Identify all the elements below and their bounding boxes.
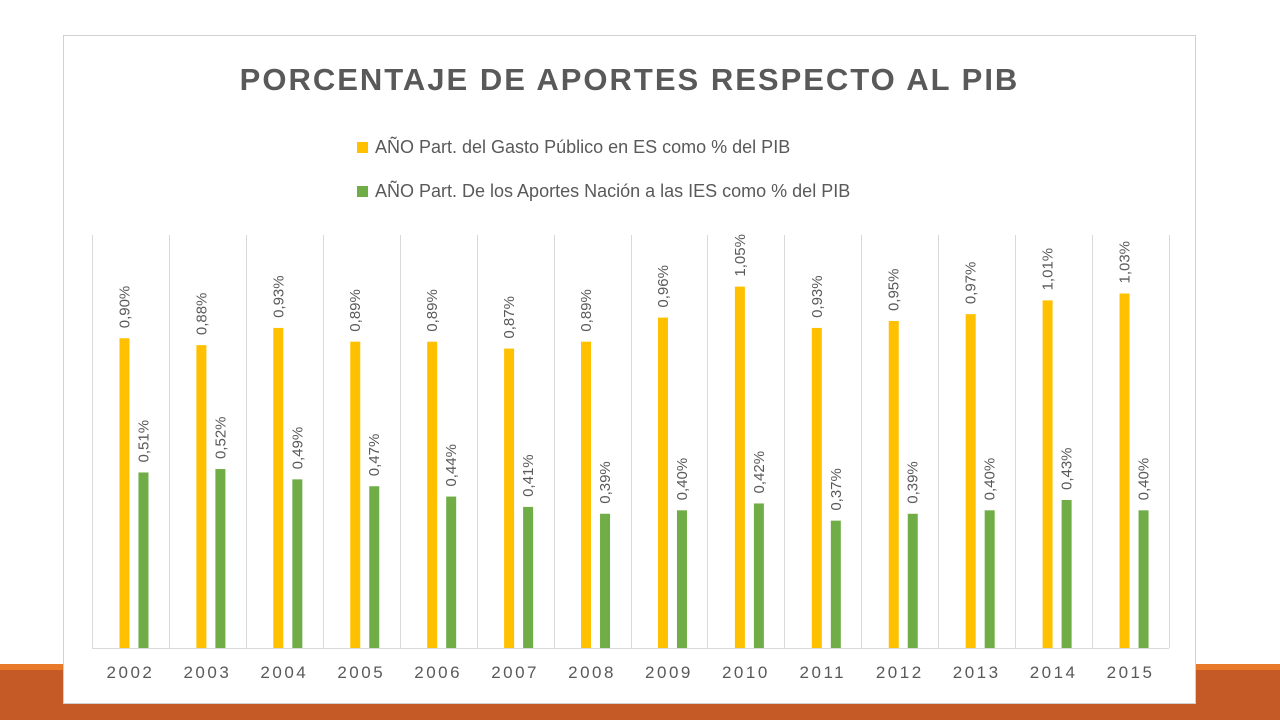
bar-chart: 0,90% 0,51% 2002 0,88% 0,52% 2003 0,93% 0,49% 20… — [92, 234, 1170, 682]
x-tick-label: 2005 — [337, 663, 385, 682]
chart-title: PORCENTAJE DE APORTES RESPECTO AL PIB — [239, 62, 1020, 97]
x-tick-label: 2004 — [260, 663, 308, 682]
x-tick-label: 2015 — [1107, 663, 1155, 682]
data-label-series-2: 0,40% — [1136, 458, 1153, 501]
legend-item-series-2: AÑO Part. De los Aportes Nación a las IE… — [357, 176, 850, 206]
x-tick-label: 2013 — [953, 663, 1001, 682]
bar-series-1 — [427, 341, 438, 648]
bar-series-1 — [119, 338, 130, 648]
bar-series-2 — [369, 486, 380, 648]
x-tick-label: 2009 — [645, 663, 693, 682]
data-label-series-1: 0,90% — [116, 286, 133, 329]
data-label-series-1: 0,88% — [193, 293, 210, 336]
bar-series-2 — [138, 472, 149, 648]
data-label-series-2: 0,39% — [905, 461, 922, 504]
bar-series-1 — [1042, 300, 1053, 648]
bar-series-2 — [984, 510, 995, 648]
bar-series-2 — [676, 510, 687, 648]
data-label-series-1: 1,01% — [1040, 248, 1057, 291]
x-tick-label: 2010 — [722, 663, 770, 682]
bar-series-2 — [523, 506, 534, 648]
data-label-series-1: 0,93% — [270, 275, 287, 318]
data-label-series-2: 0,40% — [674, 458, 691, 501]
legend-label-series-1: AÑO Part. del Gasto Público en ES como %… — [375, 136, 791, 157]
data-label-series-2: 0,37% — [828, 468, 845, 511]
bar-series-2 — [1061, 500, 1072, 648]
data-label-series-2: 0,41% — [520, 454, 537, 497]
data-label-series-1: 1,03% — [1117, 241, 1134, 284]
bar-series-2 — [600, 513, 611, 648]
x-tick-label: 2011 — [800, 663, 847, 682]
data-label-series-2: 0,47% — [366, 434, 383, 477]
data-label-series-1: 0,95% — [886, 268, 903, 311]
data-label-series-1: 0,97% — [963, 262, 980, 305]
x-tick-label: 2003 — [183, 663, 231, 682]
data-label-series-1: 0,89% — [424, 289, 441, 332]
x-tick-label: 2002 — [107, 663, 155, 682]
data-label-series-1: 0,87% — [501, 296, 518, 339]
bar-series-1 — [504, 348, 515, 648]
legend-label-series-2: AÑO Part. De los Aportes Nación a las IE… — [375, 180, 851, 201]
data-label-series-2: 0,40% — [982, 458, 999, 501]
data-label-series-2: 0,43% — [1059, 447, 1076, 490]
bar-series-1 — [350, 341, 361, 648]
bar-series-1 — [965, 314, 976, 648]
data-label-series-2: 0,52% — [212, 416, 229, 459]
chart-area: PORCENTAJE DE APORTES RESPECTO AL PIB AÑ… — [63, 35, 1196, 704]
chart-legend: AÑO Part. del Gasto Público en ES como %… — [357, 132, 850, 220]
bar-series-2 — [907, 513, 918, 648]
legend-item-series-1: AÑO Part. del Gasto Público en ES como %… — [357, 132, 850, 162]
x-tick-label: 2007 — [491, 663, 539, 682]
bar-series-1 — [734, 286, 745, 648]
data-label-series-2: 0,42% — [751, 451, 768, 494]
bar-series-1 — [581, 341, 592, 648]
bar-series-2 — [753, 503, 764, 648]
data-label-series-2: 0,39% — [597, 461, 614, 504]
legend-swatch-series-2 — [357, 185, 368, 197]
bar-series-1 — [657, 317, 668, 648]
bar-series-2 — [215, 469, 226, 648]
data-label-series-1: 0,89% — [578, 289, 595, 332]
bar-series-2 — [446, 496, 457, 648]
bar-series-1 — [811, 327, 822, 648]
bar-series-1 — [273, 327, 284, 648]
x-tick-label: 2014 — [1030, 663, 1078, 682]
data-label-series-2: 0,44% — [443, 444, 460, 487]
bar-series-1 — [1119, 293, 1130, 648]
bar-series-2 — [292, 479, 303, 648]
data-label-series-2: 0,49% — [289, 427, 306, 470]
bar-series-1 — [196, 345, 207, 648]
data-label-series-1: 0,96% — [655, 265, 672, 308]
data-label-series-1: 0,89% — [347, 289, 364, 332]
legend-swatch-series-1 — [357, 141, 368, 153]
bar-series-2 — [1138, 510, 1149, 648]
x-tick-label: 2008 — [568, 663, 616, 682]
bar-series-2 — [830, 520, 841, 648]
x-tick-label: 2006 — [414, 663, 462, 682]
bar-series-1 — [888, 321, 899, 648]
data-label-series-2: 0,51% — [135, 420, 152, 463]
data-label-series-1: 0,93% — [809, 275, 826, 318]
x-tick-label: 2012 — [876, 663, 924, 682]
data-label-series-1: 1,05% — [732, 234, 749, 277]
